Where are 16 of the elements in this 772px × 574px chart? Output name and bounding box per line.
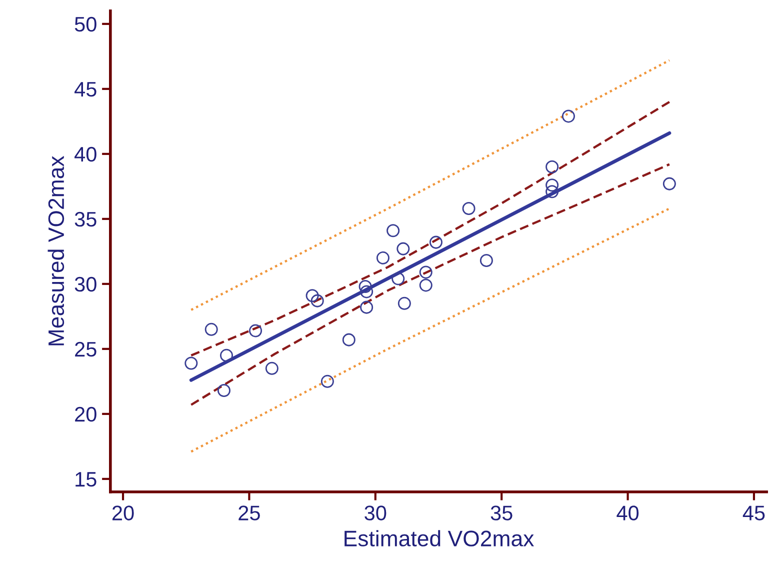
y-tick-label: 45 — [74, 82, 96, 97]
x-tick-label: 30 — [364, 506, 386, 520]
x-axis-title: Estimated VO2max — [344, 530, 534, 546]
y-tick-label: 35 — [74, 212, 96, 227]
y-tick-label: 25 — [75, 342, 96, 357]
y-axis-title: Measured VO2max — [48, 156, 64, 346]
y-tick-label: 20 — [75, 406, 96, 422]
x-tick-label: 35 — [490, 506, 512, 520]
x-tick-label: 20 — [112, 506, 134, 520]
y-tick-label: 15 — [76, 472, 96, 487]
y-tick-label: 40 — [74, 146, 96, 162]
y-tick-label: 50 — [74, 16, 96, 32]
y-tick-label: 30 — [74, 276, 96, 292]
x-tick-label: 25 — [238, 506, 260, 520]
x-tick-label: 45 — [742, 506, 765, 520]
x-tick-label: 40 — [616, 506, 639, 520]
